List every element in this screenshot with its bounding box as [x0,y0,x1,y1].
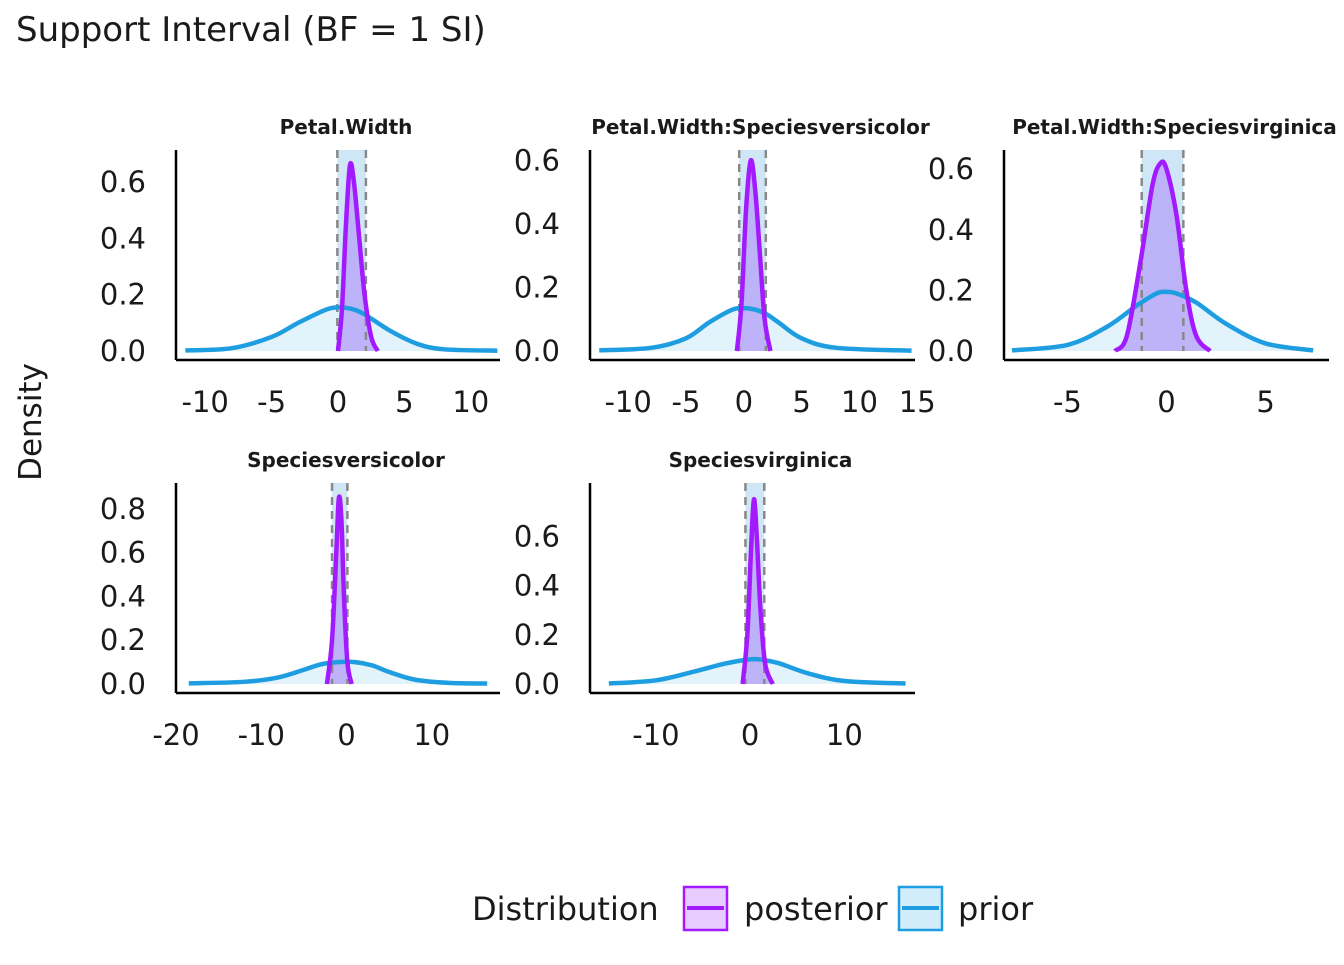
prior-line [185,305,498,353]
legend-label-prior: prior [958,890,1034,928]
facet-panel: Speciesversicolor 0.0 0.2 0.4 0.6 0.8 -20 -10 0 1… [100,448,500,752]
facet-title: Speciesversicolor [247,448,445,472]
x-tick-label: 15 [899,385,936,419]
posterior-line [734,158,773,352]
prior-line [1011,289,1314,353]
x-tick-label: -5 [672,385,701,419]
y-tick-label: 0.2 [514,618,560,652]
x-tick-label: 10 [826,718,863,752]
facet-panel: Petal.Width 0.0 0.2 0.4 0.6 -10 -5 0 5 10 [100,115,500,419]
x-tick-label: 10 [841,385,878,419]
x-tick-label: 0 [329,385,347,419]
legend-title: Distribution [472,890,659,928]
y-tick-label: 0.2 [928,273,974,307]
y-tick-label: 0.4 [928,213,974,247]
x-tick-label: -5 [257,385,286,419]
x-tick-label: -10 [604,385,651,419]
x-tick-label: -10 [632,718,679,752]
y-tick-label: 0.2 [100,623,146,657]
y-tick-label: 0.4 [100,221,146,255]
x-tick-label: 10 [452,385,489,419]
x-tick-label: 5 [1256,385,1274,419]
x-tick-label: 0 [337,718,355,752]
y-tick-label: 0.2 [100,278,146,312]
y-tick-label: 0.4 [514,207,560,241]
x-tick-label: 10 [413,718,450,752]
posterior-line [740,497,775,685]
x-tick-label: 5 [395,385,413,419]
facet-panel: Petal.Width:Speciesvirginica 0.0 0.2 0.4 0.6… [928,115,1337,419]
x-tick-label: -10 [238,718,285,752]
facet-title: Petal.Width:Speciesversicolor [591,115,930,139]
y-tick-label: 0.6 [514,519,560,553]
y-tick-label: 0.0 [514,667,560,701]
posterior-line [335,160,380,353]
facet-title: Petal.Width [280,115,413,139]
prior-line [608,656,906,686]
facet-panel: Petal.Width:Speciesversicolor 0.0 0.2 0.4 0.… [514,115,936,419]
posterior-line [1113,159,1212,353]
x-tick-label: 0 [735,385,753,419]
y-tick-label: 0.0 [100,334,146,368]
x-tick-label: 0 [741,718,759,752]
x-tick-label: 0 [1157,385,1175,419]
y-tick-label: 0.4 [514,569,560,603]
facet-title: Speciesvirginica [669,448,853,472]
x-tick-label: -20 [152,718,199,752]
y-tick-label: 0.4 [100,579,146,613]
legend: Distribution posterior prior [472,885,1034,932]
y-tick-label: 0.6 [100,165,146,199]
x-tick-label: -5 [1053,385,1082,419]
prior-line [599,305,912,353]
y-tick-label: 0.6 [514,143,560,177]
posterior-line [324,494,354,685]
y-tick-label: 0.6 [100,536,146,570]
legend-label-posterior: posterior [744,890,888,928]
y-axis-label: Density [13,363,49,481]
facet-title: Petal.Width:Speciesvirginica [1012,115,1337,139]
chart-title: Support Interval (BF = 1 SI) [16,10,486,50]
y-tick-label: 0.0 [928,334,974,368]
y-tick-label: 0.0 [100,667,146,701]
y-tick-label: 0.8 [100,492,146,526]
x-tick-label: 5 [792,385,810,419]
x-tick-label: -10 [182,385,229,419]
facet-panel: Speciesvirginica 0.0 0.2 0.4 0.6 -10 0 10 [514,448,915,752]
y-tick-label: 0.2 [514,270,560,304]
y-tick-label: 0.6 [928,152,974,186]
y-tick-label: 0.0 [514,334,560,368]
